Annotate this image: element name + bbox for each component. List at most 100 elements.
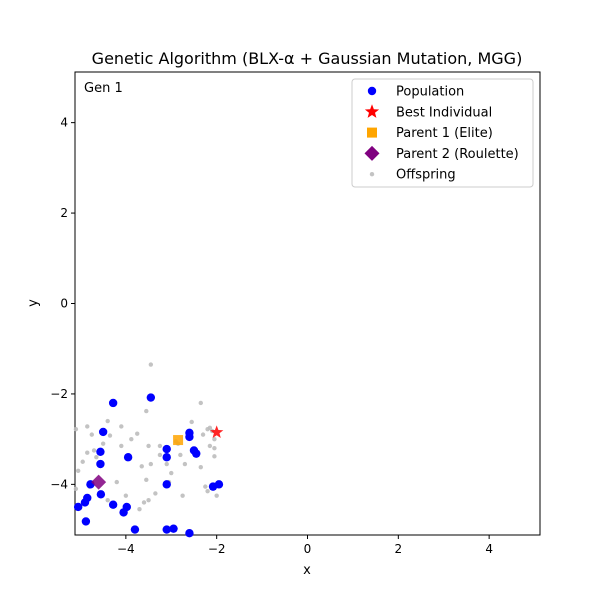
offspring-point: [148, 362, 154, 367]
offspring-point: [153, 491, 158, 496]
population-point: [192, 449, 201, 458]
legend-marker-offspring: [369, 172, 375, 177]
offspring-point: [144, 408, 149, 414]
population-point: [169, 524, 178, 533]
generation-label: Gen 1: [84, 81, 123, 96]
offspring-point: [107, 433, 113, 438]
legend-label-best-individual: Best Individual: [396, 105, 492, 120]
offspring-point: [75, 468, 81, 473]
population-point: [96, 490, 106, 499]
population-point: [185, 432, 194, 442]
offspring-point: [139, 464, 144, 469]
population-point: [214, 480, 224, 489]
chart-title: Genetic Algorithm (BLX-α + Gaussian Muta…: [92, 49, 523, 68]
offspring-point: [148, 461, 154, 467]
offspring-point: [85, 424, 90, 429]
offspring-point: [73, 486, 79, 492]
offspring-series: [73, 362, 219, 512]
y-tick-label: 4: [60, 116, 68, 130]
offspring-point: [89, 432, 95, 437]
offspring-point: [178, 452, 183, 458]
offspring-point: [212, 445, 217, 451]
legend-label-parent-2-roulette: Parent 2 (Roulette): [396, 147, 519, 162]
legend-box: [351, 78, 534, 188]
x-tick-label: 0: [304, 542, 312, 556]
population-point: [146, 393, 156, 402]
legend: Population Best Individual Parent 1 (Elite…: [351, 78, 534, 188]
offspring-point: [123, 493, 129, 498]
offspring-point: [198, 400, 203, 406]
parent-1-elite-point: [173, 435, 184, 446]
offspring-point: [114, 479, 119, 485]
population-point: [96, 459, 105, 469]
x-axis-label: x: [303, 563, 311, 578]
offspring-point: [164, 461, 169, 467]
offspring-point: [203, 484, 208, 489]
offspring-point: [200, 432, 206, 437]
offspring-point: [135, 431, 140, 436]
legend-marker-population: [367, 86, 377, 96]
offspring-point: [119, 424, 124, 429]
population-point: [130, 525, 140, 534]
legend-marker-parent-1-elite: [367, 127, 377, 138]
offspring-point: [85, 450, 90, 455]
population-point: [122, 502, 131, 512]
parent-2-roulette-point: [91, 474, 107, 490]
population-point: [98, 427, 108, 437]
offspring-point: [169, 470, 174, 476]
offspring-point: [119, 443, 124, 449]
y-axis-label: y: [26, 299, 41, 307]
population-point: [162, 480, 171, 489]
legend-marker-parent-2-roulette: [364, 145, 380, 161]
population-point: [80, 498, 90, 507]
offspring-point: [157, 443, 163, 449]
legend-marker-best-individual: [364, 104, 380, 118]
axis-ticks: −4 −2 0 2 4 −4 −2 0 2 4: [50, 116, 493, 556]
x-tick-label: −2: [208, 542, 226, 556]
legend-label-offspring: Offspring: [396, 168, 456, 183]
y-tick-label: 2: [60, 206, 68, 220]
best-individual-point: [210, 425, 224, 439]
offspring-point: [182, 461, 188, 467]
offspring-point: [212, 454, 217, 459]
x-tick-label: 2: [395, 542, 403, 556]
population-point: [162, 444, 171, 454]
offspring-point: [73, 426, 79, 432]
offspring-point: [189, 419, 194, 425]
population-point: [162, 453, 171, 462]
offspring-point: [100, 441, 106, 446]
y-tick-label: 0: [60, 297, 68, 311]
population-point: [96, 447, 105, 457]
x-tick-label: 4: [485, 542, 493, 556]
offspring-point: [214, 493, 219, 498]
offspring-point: [137, 507, 142, 512]
offspring-point: [198, 464, 203, 470]
population-point: [108, 500, 118, 509]
offspring-point: [157, 452, 163, 458]
offspring-point: [105, 418, 110, 424]
legend-label-parent-1-elite: Parent 1 (Elite): [396, 126, 493, 141]
offspring-point: [91, 448, 97, 453]
y-tick-label: −2: [50, 387, 68, 401]
offspring-point: [205, 488, 210, 494]
offspring-point: [180, 493, 185, 498]
population-point: [108, 398, 118, 408]
population-point: [81, 517, 91, 526]
offspring-point: [94, 455, 99, 460]
offspring-point: [144, 477, 149, 483]
legend-entries: Population Best Individual Parent 1 (Elite…: [364, 85, 519, 183]
offspring-point: [146, 443, 151, 449]
population-point: [123, 453, 133, 462]
population-point: [162, 525, 171, 534]
offspring-point: [105, 497, 110, 503]
population-point: [73, 502, 83, 512]
offspring-point: [141, 500, 147, 505]
highlight-series: [91, 425, 224, 490]
population-point: [185, 528, 194, 538]
offspring-point: [146, 497, 151, 503]
offspring-point: [129, 436, 134, 442]
offspring-point: [80, 459, 85, 464]
offspring-point: [212, 436, 217, 442]
